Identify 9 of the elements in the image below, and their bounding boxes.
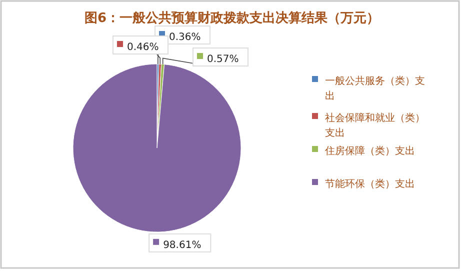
data-label: 98.61% <box>163 240 202 251</box>
legend-label: 社会保障和就业（类）支出 <box>325 112 425 139</box>
data-label: 0.46% <box>127 42 159 53</box>
legend-label: 节能环保（类）支出 <box>325 178 415 190</box>
legend-label: 一般公共服务（类）支出 <box>325 75 425 102</box>
data-label: 0.57% <box>207 54 239 65</box>
chart-title: 图6：一般公共预算财政拨款支出决算结果（万元） <box>84 10 380 26</box>
legend-label: 住房保障（类）支出 <box>325 145 415 157</box>
data-label: 0.36% <box>169 32 201 43</box>
